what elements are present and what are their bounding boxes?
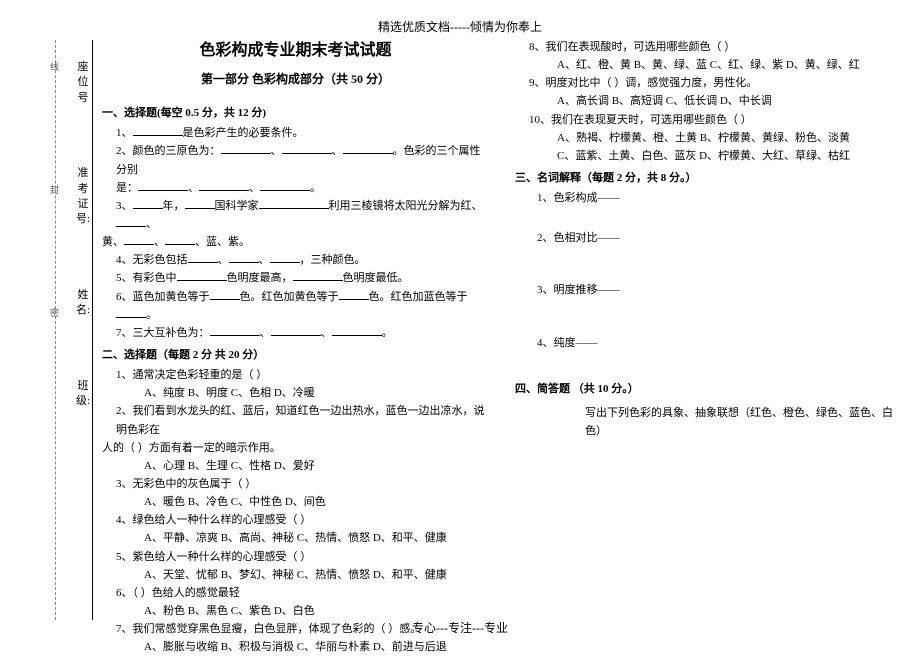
footer: 专心---专注---专业 xyxy=(0,619,920,636)
label-examid: 准考证号: xyxy=(76,166,90,228)
mc-q7-opts: A、膨胀与收缩 B、积极与消极 C、华丽与朴素 D、前进与后退 xyxy=(102,638,489,656)
fill-q3b: 黄、、、蓝、紫。 xyxy=(102,233,489,251)
fill-q2b: 是：、、。 xyxy=(102,179,489,197)
term-q1: 1、色彩构成—— xyxy=(515,189,902,207)
mc-q5-opts: A、天堂、忧郁 B、梦幻、神秘 C、热情、愤怒 D、和平、健康 xyxy=(102,566,489,584)
short-answer: 写出下列色彩的具象、抽象联想（红色、橙色、绿色、蓝色、白色） xyxy=(515,404,902,440)
mc-q1: 1、通常决定色彩轻重的是（ ） xyxy=(102,366,489,384)
fill-q3: 3、年，国科学家利用三棱镜将太阳光分解为红、、 xyxy=(102,197,489,233)
mc-q3-opts: A、暖色 B、冷色 C、中性色 D、间色 xyxy=(102,493,489,511)
content-area: 色彩构成专业期末考试试题 第一部分 色彩构成部分（共 50 分） 一、选择题(每… xyxy=(102,38,902,656)
label-seat: 座位号 xyxy=(76,60,90,106)
fill-q2: 2、颜色的三原色为：、、。色彩的三个属性分别 xyxy=(102,142,489,178)
mc-q2b: 人的（ ）方面有着一定的暗示作用。 xyxy=(102,439,489,457)
section4-head: 四、简答题 （共 10 分。） xyxy=(515,380,902,398)
exam-page: 精选优质文档-----倾情为你奉上 座位号 准考证号: 姓名: 班级: 线 封 … xyxy=(0,0,920,650)
exam-title: 色彩构成专业期末考试试题 xyxy=(102,38,489,64)
mc-q3: 3、无彩色中的灰色属于（ ） xyxy=(102,475,489,493)
mc-q10-opts2: C、蓝紫、土黄、白色、蓝灰 D、柠檬黄、大红、草绿、枯红 xyxy=(515,147,902,165)
fill-q5: 5、有彩色中色明度最高，色明度最低。 xyxy=(102,269,489,287)
mc-q8: 8、我们在表现酸时，可选用哪些颜色（ ） xyxy=(515,38,902,56)
fill-q6: 6、蓝色加黄色等于色。红色加黄色等于色。红色加蓝色等于。 xyxy=(102,288,489,324)
mc-q9-opts: A、高长调 B、高短调 C、低长调 D、中长调 xyxy=(515,92,902,110)
label-class: 班级: xyxy=(76,379,90,410)
mc-q1-opts: A、纯度 B、明度 C、色相 D、冷暖 xyxy=(102,384,489,402)
mc-q5: 5、紫色给人一种什么样的心理感受（ ） xyxy=(102,548,489,566)
seal-marks: 线 封 密 xyxy=(50,60,59,429)
mc-q8-opts: A、红、橙、黄 B、黄、绿、蓝 C、红、绿、紫 D、黄、绿、红 xyxy=(515,56,902,74)
exam-subtitle: 第一部分 色彩构成部分（共 50 分） xyxy=(102,70,489,90)
term-q2: 2、色相对比—— xyxy=(515,229,902,247)
mark-seal: 封 xyxy=(50,183,59,196)
mark-secret: 密 xyxy=(50,306,59,319)
header-top: 精选优质文档-----倾情为你奉上 xyxy=(0,0,920,35)
section3-head: 三、名词解释（每题 2 分，共 8 分。） xyxy=(515,169,902,187)
label-name: 姓名: xyxy=(76,288,90,319)
mc-q4-opts: A、平静、凉爽 B、高尚、神秘 C、热情、愤怒 D、和平、健康 xyxy=(102,529,489,547)
section2-head: 二、选择题（每题 2 分 共 20 分） xyxy=(102,346,489,364)
mark-line: 线 xyxy=(50,60,59,73)
fill-q4: 4、无彩色包括、、，三种颜色。 xyxy=(102,251,489,269)
mc-q10-opts1: A、熟褐、柠檬黄、橙、土黄 B、柠檬黄、黄绿、粉色、淡黄 xyxy=(515,129,902,147)
term-q3: 3、明度推移—— xyxy=(515,281,902,299)
side-labels: 座位号 准考证号: 姓名: 班级: xyxy=(76,60,90,469)
mc-q6-opts: A、粉色 B、黑色 C、紫色 D、白色 xyxy=(102,602,489,620)
mc-q6: 6、（ ）色给人的感觉最轻 xyxy=(102,584,489,602)
mc-q9: 9、明度对比中（ ）调，感觉强力度，男性化。 xyxy=(515,74,902,92)
mc-q2-opts: A、心理 B、生理 C、性格 D、爱好 xyxy=(102,457,489,475)
fill-q1: 1、是色彩产生的必要条件。 xyxy=(102,124,489,142)
term-q4: 4、纯度—— xyxy=(515,334,902,352)
mc-q2a: 2、我们看到水龙头的红、蓝后，知道红色一边出热水，蓝色一边出凉水，说明色彩在 xyxy=(102,402,489,438)
mc-q10: 10、我们在表现夏天时，可选用哪些颜色（ ） xyxy=(515,111,902,129)
fill-q7: 7、三大互补色为：、、。 xyxy=(102,324,489,342)
left-column: 色彩构成专业期末考试试题 第一部分 色彩构成部分（共 50 分） 一、选择题(每… xyxy=(102,38,489,656)
right-column: 8、我们在表现酸时，可选用哪些颜色（ ） A、红、橙、黄 B、黄、绿、蓝 C、红… xyxy=(515,38,902,656)
section1-head: 一、选择题(每空 0.5 分，共 12 分) xyxy=(102,104,489,122)
mc-q4: 4、绿色给人一种什么样的心理感受（ ） xyxy=(102,511,489,529)
divider-line xyxy=(92,40,93,620)
